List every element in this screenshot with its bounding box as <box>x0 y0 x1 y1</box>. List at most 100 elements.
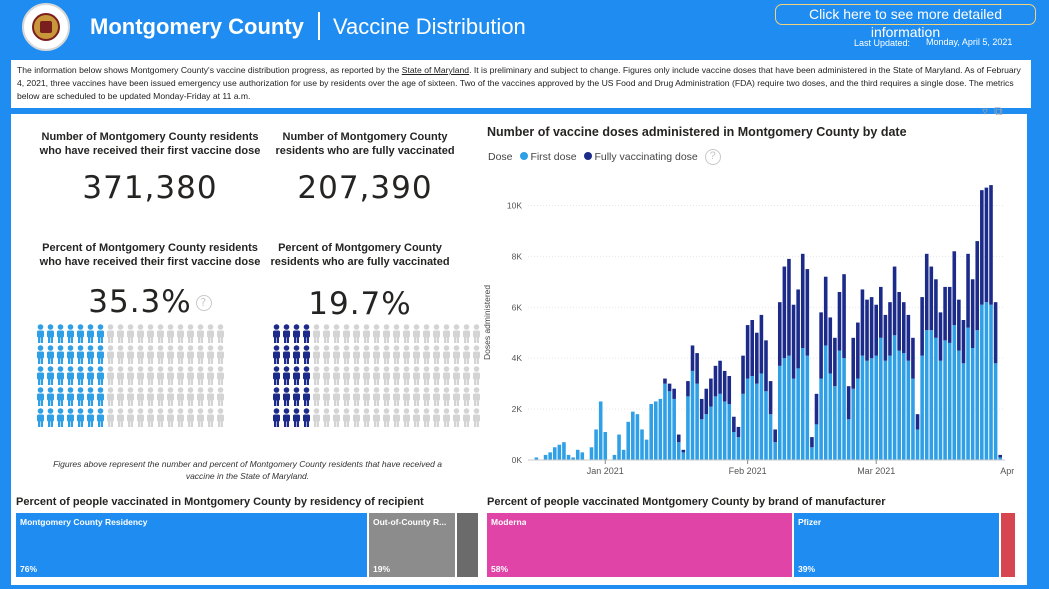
full-dose-bar[interactable] <box>732 416 736 432</box>
first-dose-bar[interactable] <box>828 373 833 460</box>
first-dose-bar[interactable] <box>773 442 777 460</box>
first-dose-bar[interactable] <box>562 442 566 460</box>
first-dose-bar[interactable] <box>943 340 947 460</box>
first-dose-bar[interactable] <box>676 442 681 460</box>
full-dose-bar[interactable] <box>920 297 924 356</box>
first-dose-bar[interactable] <box>846 419 851 460</box>
first-dose-bar[interactable] <box>888 355 892 460</box>
first-dose-bar[interactable] <box>658 398 663 460</box>
first-dose-bar[interactable] <box>598 401 603 460</box>
first-dose-bar[interactable] <box>690 370 695 460</box>
full-dose-bar[interactable] <box>924 253 929 331</box>
full-dose-bar[interactable] <box>805 269 810 356</box>
first-dose-bar[interactable] <box>800 348 805 460</box>
full-dose-bar[interactable] <box>874 304 878 356</box>
residency-tile[interactable]: Montgomery County Residency 76% <box>16 513 367 577</box>
first-dose-bar[interactable] <box>667 391 672 460</box>
full-dose-bar[interactable] <box>768 381 773 415</box>
first-dose-bar[interactable] <box>755 383 759 460</box>
first-dose-bar[interactable] <box>883 360 888 460</box>
full-dose-bar[interactable] <box>901 302 906 354</box>
first-dose-bar[interactable] <box>750 376 755 460</box>
first-dose-bar[interactable] <box>603 432 608 460</box>
full-dose-bar[interactable] <box>957 299 961 351</box>
full-dose-bar[interactable] <box>823 276 828 346</box>
first-dose-bar[interactable] <box>672 398 676 460</box>
first-dose-bar[interactable] <box>543 454 548 460</box>
first-dose-bar[interactable] <box>911 378 915 460</box>
first-dose-bar[interactable] <box>695 383 699 460</box>
first-dose-bar[interactable] <box>892 335 897 460</box>
first-dose-bar[interactable] <box>952 325 957 460</box>
first-dose-bar[interactable] <box>686 396 690 460</box>
first-dose-bar[interactable] <box>924 330 929 460</box>
first-dose-bar[interactable] <box>810 447 814 460</box>
first-dose-bar[interactable] <box>989 304 993 460</box>
first-dose-bar[interactable] <box>548 452 552 460</box>
state-of-maryland-link[interactable]: State of Maryland <box>401 65 470 75</box>
first-dose-bar[interactable] <box>699 419 704 460</box>
full-dose-bar[interactable] <box>750 320 755 376</box>
first-dose-bar[interactable] <box>635 414 640 460</box>
first-dose-bar[interactable] <box>534 457 539 460</box>
full-dose-bar[interactable] <box>929 266 934 331</box>
manufacturer-tile[interactable]: Pfizer 39% <box>794 513 999 577</box>
first-dose-bar[interactable] <box>920 355 924 460</box>
full-dose-bar[interactable] <box>846 386 851 420</box>
full-dose-bar[interactable] <box>856 322 860 379</box>
first-dose-bar[interactable] <box>934 337 938 460</box>
full-dose-bar[interactable] <box>741 355 745 394</box>
first-dose-bar[interactable] <box>915 429 920 460</box>
first-dose-bar[interactable] <box>796 368 800 460</box>
full-dose-bar[interactable] <box>814 393 819 425</box>
full-dose-bar[interactable] <box>819 312 823 379</box>
full-dose-bar[interactable] <box>690 345 695 371</box>
first-dose-bar[interactable] <box>768 414 773 460</box>
full-dose-bar[interactable] <box>851 337 856 389</box>
full-dose-bar[interactable] <box>686 381 690 397</box>
full-dose-bar[interactable] <box>842 274 846 359</box>
full-dose-bar[interactable] <box>755 332 759 384</box>
full-dose-bar[interactable] <box>722 370 727 402</box>
full-dose-bar[interactable] <box>993 302 998 364</box>
first-dose-bar[interactable] <box>837 350 842 460</box>
full-dose-bar[interactable] <box>865 299 869 361</box>
full-dose-bar[interactable] <box>879 286 883 338</box>
full-dose-bar[interactable] <box>672 388 676 399</box>
full-dose-bar[interactable] <box>676 434 681 443</box>
full-dose-bar[interactable] <box>667 383 672 392</box>
manufacturer-tile[interactable] <box>1001 513 1015 577</box>
full-dose-bar[interactable] <box>970 279 975 348</box>
full-dose-bar[interactable] <box>713 365 718 397</box>
full-dose-bar[interactable] <box>911 337 915 379</box>
full-dose-bar[interactable] <box>883 314 888 361</box>
full-dose-bar[interactable] <box>998 454 1002 458</box>
first-dose-bar[interactable] <box>901 353 906 460</box>
first-dose-bar[interactable] <box>732 432 736 460</box>
full-dose-bar[interactable] <box>860 289 865 356</box>
manufacturer-tile[interactable]: Moderna 58% <box>487 513 792 577</box>
full-dose-bar[interactable] <box>837 292 842 351</box>
first-dose-bar[interactable] <box>741 393 745 460</box>
first-dose-bar[interactable] <box>938 360 943 460</box>
first-dose-bar[interactable] <box>805 355 810 460</box>
first-dose-bar[interactable] <box>704 414 709 460</box>
first-dose-bar[interactable] <box>851 388 856 460</box>
first-dose-bar[interactable] <box>681 452 686 460</box>
first-dose-bar[interactable] <box>998 457 1002 460</box>
full-dose-bar[interactable] <box>736 426 741 438</box>
full-dose-bar[interactable] <box>989 185 993 305</box>
first-dose-bar[interactable] <box>580 452 585 460</box>
first-dose-bar[interactable] <box>612 454 617 460</box>
first-dose-bar[interactable] <box>589 447 594 460</box>
full-dose-bar[interactable] <box>800 253 805 348</box>
first-dose-bar[interactable] <box>906 360 911 460</box>
full-dose-bar[interactable] <box>745 325 750 379</box>
first-dose-bar[interactable] <box>961 363 966 460</box>
first-dose-bar[interactable] <box>653 401 658 460</box>
first-dose-bar[interactable] <box>975 330 980 460</box>
detailed-information-button[interactable]: Click here to see more detailed informat… <box>775 4 1036 40</box>
full-dose-bar[interactable] <box>943 286 947 341</box>
first-dose-bar[interactable] <box>571 457 575 460</box>
first-dose-bar[interactable] <box>819 378 823 460</box>
